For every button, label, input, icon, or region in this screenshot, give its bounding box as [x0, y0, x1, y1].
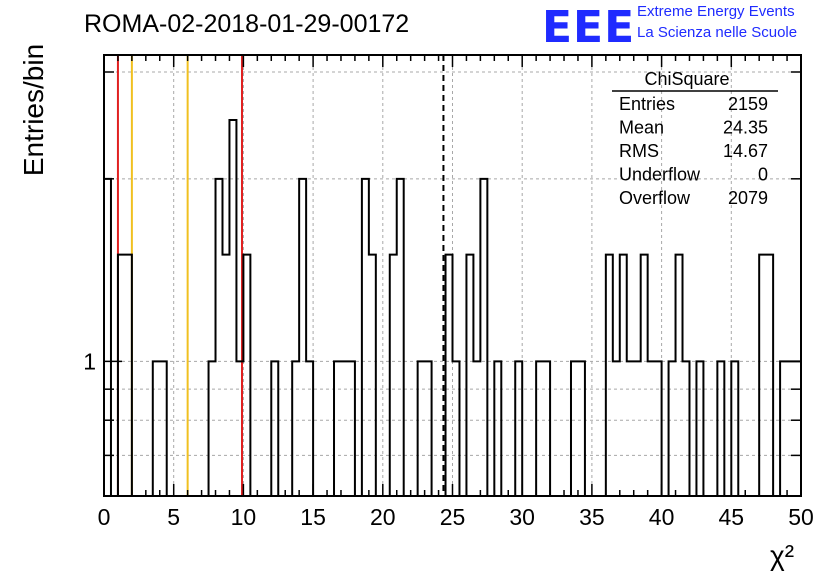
stats-label: Mean [619, 118, 664, 138]
x-tick-label: 10 [231, 504, 257, 530]
stats-label: Underflow [619, 165, 701, 185]
x-tick-label: 30 [509, 504, 535, 530]
histogram-outline [103, 119, 802, 497]
stats-value: 0 [758, 165, 768, 185]
stats-label: RMS [619, 141, 659, 161]
x-tick-label: 5 [167, 504, 180, 530]
x-tick-label: 40 [649, 504, 675, 530]
stats-label: Entries [619, 94, 675, 114]
x-tick-label: 35 [579, 504, 605, 530]
chart-title: ROMA-02-2018-01-29-00172 [84, 10, 410, 38]
x-tick-label: 15 [300, 504, 326, 530]
stats-name: ChiSquare [644, 69, 729, 89]
logo-line-2: La Scienza nelle Scuole [637, 24, 798, 41]
axis-ticks [103, 55, 802, 496]
x-tick-label: 50 [788, 504, 814, 530]
tick-labels: 0 5 10 15 20 25 30 35 40 45 50 1 [83, 348, 814, 530]
x-axis-label: χ² [770, 540, 794, 571]
stats-value: 14.67 [723, 141, 768, 161]
x-tick-label: 45 [719, 504, 745, 530]
stats-box: ChiSquare Entries 2159 Mean 24.35 RMS 14.67 Und… [612, 69, 778, 208]
y-tick-label: 1 [83, 348, 96, 374]
x-tick-label: 20 [370, 504, 396, 530]
stats-value: 24.35 [723, 118, 768, 138]
stats-value: 2159 [728, 94, 768, 114]
eee-logo: EEE [542, 2, 636, 53]
logo-line-1: Extreme Energy Events [637, 3, 795, 20]
x-tick-label: 0 [98, 504, 111, 530]
stats-label: Overflow [619, 188, 691, 208]
x-tick-label: 25 [440, 504, 466, 530]
stats-value: 2079 [728, 188, 768, 208]
